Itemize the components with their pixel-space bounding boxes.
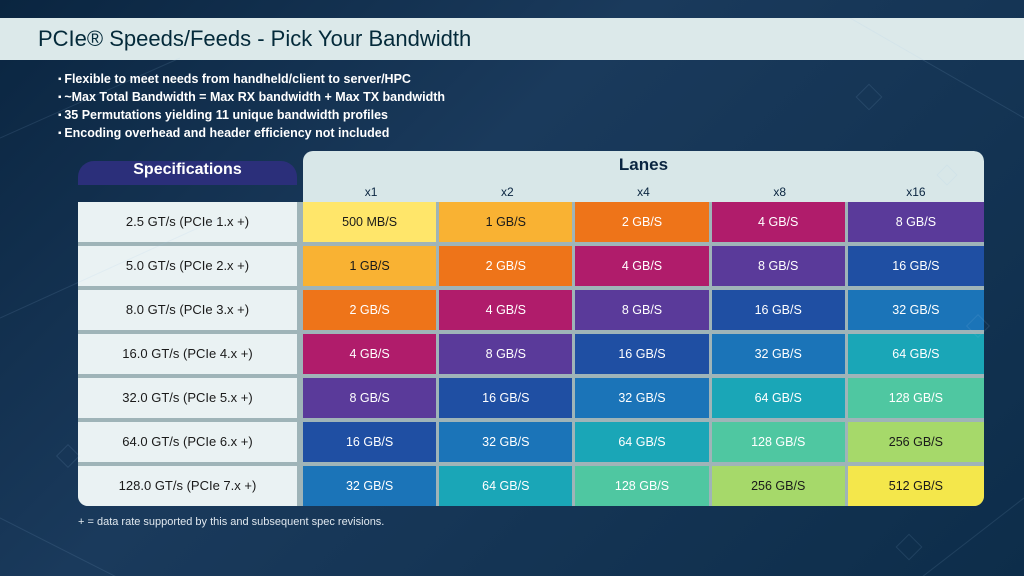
value-cell: 16 GB/S <box>712 290 845 330</box>
value-cell: 500 MB/S <box>303 202 436 242</box>
value-cell: 32 GB/S <box>575 378 708 418</box>
value-cell: 16 GB/S <box>848 246 984 286</box>
value-cell: 2 GB/S <box>575 202 708 242</box>
value-cell: 2 GB/S <box>439 246 572 286</box>
value-cell: 8 GB/S <box>303 378 436 418</box>
spec-cell: 5.0 GT/s (PCIe 2.x +) <box>78 246 297 286</box>
value-cell: 128 GB/S <box>712 422 845 462</box>
footnote: + = data rate supported by this and subs… <box>78 516 1024 528</box>
spec-header: Specifications <box>78 161 297 185</box>
lane-column-labels: x1 x2 x4 x8 x16 <box>303 185 984 202</box>
value-cell: 1 GB/S <box>303 246 436 286</box>
value-cell: 4 GB/S <box>303 334 436 374</box>
value-cell: 32 GB/S <box>848 290 984 330</box>
spec-cell: 2.5 GT/s (PCIe 1.x +) <box>78 202 297 242</box>
spec-cell: 64.0 GT/s (PCIe 6.x +) <box>78 422 297 462</box>
value-cell: 4 GB/S <box>712 202 845 242</box>
table-row: 64.0 GT/s (PCIe 6.x +)16 GB/S32 GB/S64 G… <box>78 422 984 462</box>
bandwidth-table: Specifications Lanes x1 x2 x4 x8 x16 2.5… <box>78 151 984 506</box>
table-row: 128.0 GT/s (PCIe 7.x +)32 GB/S64 GB/S128… <box>78 466 984 506</box>
value-cell: 32 GB/S <box>303 466 436 506</box>
value-cell: 16 GB/S <box>575 334 708 374</box>
value-cell: 256 GB/S <box>848 422 984 462</box>
lane-label: x16 <box>848 185 984 199</box>
value-cell: 512 GB/S <box>848 466 984 506</box>
lanes-header: Lanes <box>303 151 984 185</box>
table-row: 2.5 GT/s (PCIe 1.x +)500 MB/S1 GB/S2 GB/… <box>78 202 984 242</box>
spec-cell: 8.0 GT/s (PCIe 3.x +) <box>78 290 297 330</box>
bullet-item: Encoding overhead and header efficiency … <box>58 124 1024 142</box>
table-row: 32.0 GT/s (PCIe 5.x +)8 GB/S16 GB/S32 GB… <box>78 378 984 418</box>
value-cell: 8 GB/S <box>848 202 984 242</box>
table-row: 5.0 GT/s (PCIe 2.x +)1 GB/S2 GB/S4 GB/S8… <box>78 246 984 286</box>
value-cell: 64 GB/S <box>575 422 708 462</box>
value-cell: 16 GB/S <box>303 422 436 462</box>
value-cell: 64 GB/S <box>712 378 845 418</box>
table-row: 8.0 GT/s (PCIe 3.x +)2 GB/S4 GB/S8 GB/S1… <box>78 290 984 330</box>
value-cell: 32 GB/S <box>712 334 845 374</box>
bullet-item: 35 Permutations yielding 11 unique bandw… <box>58 106 1024 124</box>
value-cell: 16 GB/S <box>439 378 572 418</box>
value-cell: 256 GB/S <box>712 466 845 506</box>
value-cell: 2 GB/S <box>303 290 436 330</box>
page-title: PCIe® Speeds/Feeds - Pick Your Bandwidth <box>0 18 1024 60</box>
value-cell: 32 GB/S <box>439 422 572 462</box>
value-cell: 128 GB/S <box>575 466 708 506</box>
bullet-item: ~Max Total Bandwidth = Max RX bandwidth … <box>58 88 1024 106</box>
value-cell: 4 GB/S <box>439 290 572 330</box>
value-cell: 8 GB/S <box>712 246 845 286</box>
spec-cell: 32.0 GT/s (PCIe 5.x +) <box>78 378 297 418</box>
value-cell: 4 GB/S <box>575 246 708 286</box>
value-cell: 64 GB/S <box>439 466 572 506</box>
value-cell: 128 GB/S <box>848 378 984 418</box>
table-row: 16.0 GT/s (PCIe 4.x +)4 GB/S8 GB/S16 GB/… <box>78 334 984 374</box>
spec-cell: 16.0 GT/s (PCIe 4.x +) <box>78 334 297 374</box>
bullet-item: Flexible to meet needs from handheld/cli… <box>58 70 1024 88</box>
lane-label: x2 <box>439 185 575 199</box>
bullet-list: Flexible to meet needs from handheld/cli… <box>58 70 1024 143</box>
value-cell: 64 GB/S <box>848 334 984 374</box>
lane-label: x8 <box>712 185 848 199</box>
value-cell: 1 GB/S <box>439 202 572 242</box>
lane-label: x1 <box>303 185 439 199</box>
spec-cell: 128.0 GT/s (PCIe 7.x +) <box>78 466 297 506</box>
value-cell: 8 GB/S <box>575 290 708 330</box>
value-cell: 8 GB/S <box>439 334 572 374</box>
lane-label: x4 <box>575 185 711 199</box>
